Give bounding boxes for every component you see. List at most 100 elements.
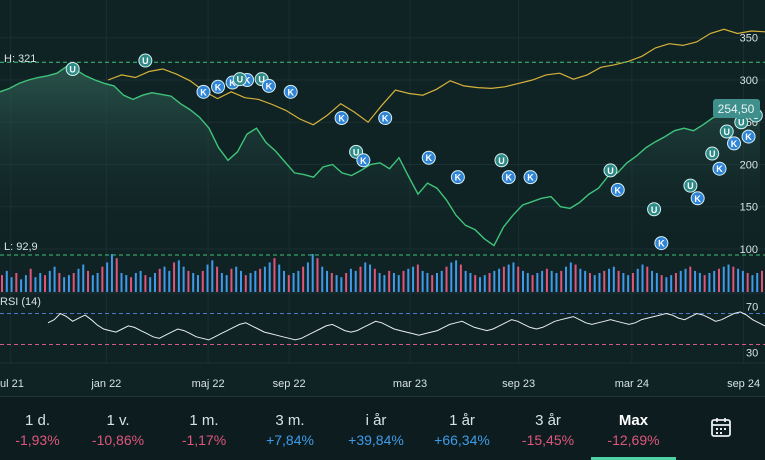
volume-bar [29, 268, 32, 292]
volume-bar [63, 277, 66, 292]
period-label: 1 v. [106, 412, 130, 429]
volume-bar [713, 270, 716, 292]
volume-bar [674, 273, 677, 292]
volume-bar [402, 270, 405, 292]
volume-bar [211, 260, 214, 292]
period-tab-6[interactable]: 3 år -15,45% [505, 397, 591, 460]
volume-bar [273, 258, 276, 292]
volume-bar [684, 268, 687, 292]
svg-text:K: K [658, 239, 665, 249]
buy-marker[interactable]: K [421, 150, 436, 165]
buy-marker[interactable]: K [378, 111, 393, 126]
volume-bar [115, 258, 118, 292]
volume-bar [751, 275, 754, 292]
volume-bar [72, 273, 75, 292]
period-tab-1[interactable]: 1 v. -10,86% [75, 397, 161, 460]
sell-marker[interactable]: U [705, 146, 720, 161]
svg-text:K: K [731, 139, 738, 149]
buy-marker[interactable]: K [610, 182, 625, 197]
period-tab-5[interactable]: 1 år +66,34% [419, 397, 505, 460]
sell-marker[interactable]: U [65, 62, 80, 77]
volume-bar [416, 264, 419, 292]
sell-marker[interactable]: U [232, 72, 247, 87]
volume-bar [445, 266, 448, 292]
volume-bar [670, 275, 673, 292]
calendar-icon[interactable] [710, 416, 732, 438]
svg-text:U: U [353, 147, 360, 157]
svg-text:U: U [498, 156, 505, 166]
buy-marker[interactable]: K [712, 161, 727, 176]
sell-marker[interactable]: U [647, 202, 662, 217]
sell-marker[interactable]: U [719, 124, 734, 139]
svg-text:U: U [69, 65, 76, 75]
period-change: -10,86% [91, 432, 145, 448]
buy-marker[interactable]: K [196, 84, 211, 99]
buy-marker[interactable]: K [501, 170, 516, 185]
buy-marker[interactable]: K [283, 84, 298, 99]
sell-marker[interactable]: U [494, 153, 509, 168]
period-tab-0[interactable]: 1 d. -1,93% [0, 397, 75, 460]
volume-bar [703, 275, 706, 292]
period-change: -15,45% [521, 432, 575, 448]
last-price-tag: 254,50 [713, 99, 760, 118]
volume-bar [636, 268, 639, 292]
x-tick-label: sep 24 [727, 378, 760, 390]
buy-marker[interactable]: K [654, 236, 669, 251]
period-tab-4[interactable]: i år +39,84% [333, 397, 419, 460]
svg-text:K: K [426, 153, 433, 163]
svg-text:K: K [360, 156, 367, 166]
volume-bar [756, 273, 759, 292]
period-tab-7[interactable]: Max -12,69% [591, 397, 676, 460]
last-price-value: 254,50 [718, 102, 755, 116]
volume-bar [746, 273, 749, 292]
volume-bar [182, 266, 185, 292]
volume-bar [569, 262, 572, 292]
volume-bar [412, 266, 415, 292]
buy-marker[interactable]: K [211, 79, 226, 94]
x-tick-label: sep 23 [502, 378, 535, 390]
buy-marker[interactable]: K [356, 153, 371, 168]
volume-bar [48, 270, 51, 292]
y-tick-label: 350 [740, 33, 758, 45]
volume-bar [440, 270, 443, 292]
buy-marker[interactable]: K [334, 111, 349, 126]
buy-marker[interactable]: K [690, 191, 705, 206]
period-tab-2[interactable]: 1 m. -1,17% [161, 397, 247, 460]
volume-bar [20, 279, 23, 292]
buy-marker[interactable]: K [523, 170, 538, 185]
volume-bar [187, 270, 190, 292]
volume-bar [378, 273, 381, 292]
volume-bar [717, 268, 720, 292]
buy-marker[interactable]: K [727, 136, 742, 151]
volume-bar [455, 260, 458, 292]
buy-marker[interactable]: K [741, 129, 756, 144]
svg-text:U: U [142, 56, 149, 66]
volume-bar [354, 270, 357, 292]
sell-marker[interactable]: U [138, 53, 153, 68]
volume-bar [268, 262, 271, 292]
volume-bar [244, 275, 247, 292]
volume-bar [287, 275, 290, 292]
volume-bar [507, 264, 510, 292]
volume-bar [44, 275, 47, 292]
sell-marker[interactable]: U [603, 163, 618, 178]
volume-bar [364, 262, 367, 292]
volume-bar [235, 266, 238, 292]
svg-text:K: K [527, 173, 534, 183]
buy-marker[interactable]: K [261, 78, 276, 93]
period-tab-3[interactable]: 3 m. +7,84% [247, 397, 333, 460]
buy-marker[interactable]: K [450, 170, 465, 185]
x-tick-label: maj 22 [192, 378, 225, 390]
sell-marker[interactable]: U [683, 178, 698, 193]
volume-bar [517, 266, 520, 292]
volume-bar [641, 264, 644, 292]
svg-text:K: K [338, 114, 345, 124]
volume-bar [292, 273, 295, 292]
volume-bar [574, 264, 577, 292]
period-label: i år [365, 412, 387, 429]
volume-bar [627, 275, 630, 292]
volume-bar [177, 260, 180, 292]
volume-bar [584, 270, 587, 292]
svg-text:K: K [229, 78, 236, 88]
